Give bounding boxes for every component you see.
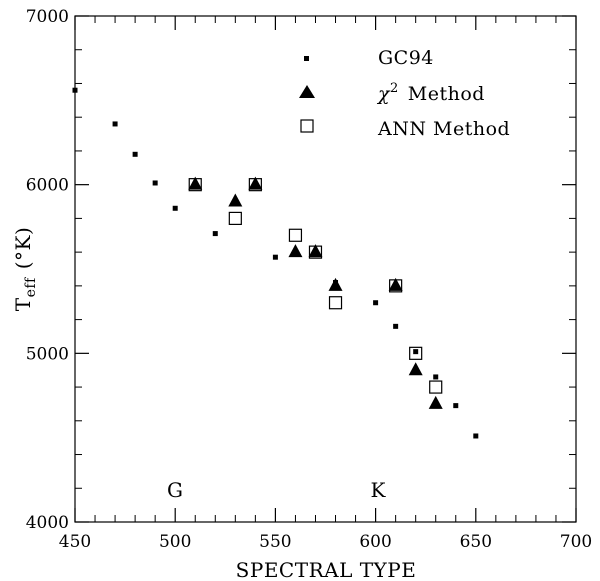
gc94-point (132, 151, 138, 157)
y-tick-label: 7000 (26, 7, 69, 27)
gc94-point (112, 121, 118, 127)
legend: GC94 χ2 Method ANN Method (299, 47, 510, 140)
chi2-point (288, 244, 303, 258)
gc94-point (72, 87, 78, 93)
legend-marker-gc94 (304, 56, 309, 61)
gc94-point (152, 180, 158, 186)
legend-label-gc94: GC94 (378, 47, 434, 69)
ann-point (288, 228, 303, 242)
y-axis-title-unit: (°K) (11, 227, 35, 270)
legend-label-chi2: χ2 Method (376, 81, 485, 105)
ann-point (328, 296, 343, 310)
gc94-point (413, 349, 419, 355)
chi2-point (228, 193, 243, 207)
y-tick-label: 4000 (26, 513, 69, 533)
gc94-point (252, 182, 258, 188)
gc94-point (373, 300, 379, 306)
y-axis-title-main: T (11, 297, 35, 311)
x-tick-label: 600 (359, 532, 391, 552)
y-axis-title: Teff (°K) (11, 227, 39, 312)
x-tick-label: 550 (259, 532, 291, 552)
chi2-point (408, 362, 423, 376)
gc94-point (393, 323, 399, 329)
chi2-point (388, 277, 403, 291)
chi2-point (428, 395, 443, 409)
gc94-point (333, 279, 339, 285)
tick-labels: 450 500 550 600 650 700 4000 5000 6000 7000 (26, 7, 592, 552)
gc94-point (172, 205, 178, 211)
x-axis-title: SPECTRAL TYPE (236, 558, 417, 581)
x-tick-label: 650 (460, 532, 492, 552)
x-tick-label: 500 (159, 532, 191, 552)
y-axis-title-sub: eff (23, 276, 39, 297)
legend-marker-ann (300, 119, 314, 133)
y-tick-label: 6000 (26, 176, 69, 196)
chi2-point (188, 176, 203, 190)
gc94-point (212, 231, 218, 237)
annotation-g: G (167, 478, 183, 502)
gc94-point (433, 374, 439, 380)
gc94-point (473, 433, 479, 439)
ann-point (429, 380, 443, 394)
data-points (72, 87, 479, 439)
x-tick-label: 700 (560, 532, 592, 552)
minor-ticks (75, 16, 576, 522)
legend-marker-chi2 (299, 85, 315, 98)
y-tick-label: 5000 (26, 344, 69, 364)
chi2-point (308, 244, 323, 258)
gc94-point (272, 254, 278, 260)
legend-chi-symbol: χ (376, 83, 391, 105)
x-tick-label: 450 (59, 532, 91, 552)
plot-frame (74, 15, 577, 523)
major-ticks (74, 15, 577, 523)
gc94-point (453, 403, 459, 409)
legend-chi-superscript: 2 (390, 81, 399, 96)
legend-chi-rest: Method (408, 83, 485, 105)
legend-label-ann: ANN Method (377, 118, 510, 140)
ann-point (228, 211, 242, 225)
annotation-k: K (371, 478, 387, 502)
svg-text:Teff(°K): Teff (°K) (11, 227, 39, 312)
